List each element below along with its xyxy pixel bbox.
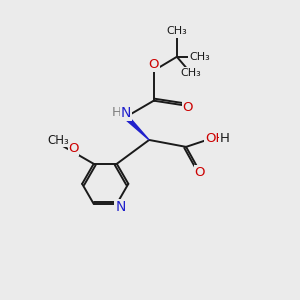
Text: CH₃: CH₃: [48, 134, 69, 146]
Text: H: H: [219, 132, 229, 145]
Text: O: O: [148, 58, 159, 71]
Text: CH₃: CH₃: [167, 26, 187, 36]
Text: OH: OH: [205, 132, 225, 145]
Text: N: N: [116, 200, 126, 214]
Text: H: H: [111, 106, 121, 119]
Text: O: O: [68, 142, 79, 155]
Text: O: O: [183, 100, 193, 114]
Text: CH₃: CH₃: [180, 68, 201, 78]
Text: N: N: [121, 106, 131, 120]
Polygon shape: [124, 115, 149, 140]
Text: CH₃: CH₃: [190, 52, 210, 62]
Text: O: O: [195, 166, 205, 179]
